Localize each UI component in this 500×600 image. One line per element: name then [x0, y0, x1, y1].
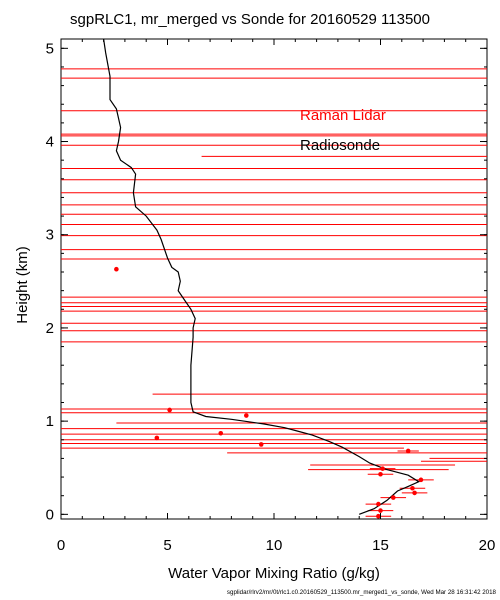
lidar-point	[412, 490, 417, 496]
lidar-point	[114, 266, 119, 272]
y-tick-label: 2	[46, 320, 54, 337]
lidar-point	[390, 495, 396, 500]
x-axis-label: Water Vapor Mixing Ratio (g/kg)	[168, 565, 380, 582]
lidar-point	[378, 508, 383, 513]
y-tick-label: 1	[46, 413, 54, 430]
y-axis-ticks: 0 1 2 3 4 5	[46, 40, 487, 523]
legend-sonde: Radiosonde	[300, 137, 380, 154]
x-tick-label: 0	[57, 537, 65, 554]
lidar-point	[380, 466, 385, 471]
lidar-point	[376, 513, 381, 519]
x-tick-label: 10	[266, 537, 283, 554]
lidar-point	[154, 435, 160, 441]
x-tick-label: 5	[163, 537, 171, 554]
lidar-point	[218, 430, 224, 436]
footer-note: sgplidar/rlrv2/mr/0t/rlc1.c0.20160529_11…	[227, 589, 497, 596]
chart-title: sgpRLC1, mr_merged vs Sonde for 20160529…	[70, 11, 430, 28]
lidar-point	[405, 448, 411, 454]
lidar-point	[258, 442, 264, 447]
y-tick-label: 5	[46, 40, 54, 57]
y-tick-label: 4	[46, 134, 54, 151]
lidar-point	[167, 407, 172, 413]
legend-lidar: Raman Lidar	[300, 107, 386, 124]
y-axis-label: Height (km)	[14, 246, 31, 324]
lidar-point	[410, 485, 415, 491]
x-axis-ticks: 0 5 10 15 20	[57, 39, 496, 554]
lidar-point	[418, 477, 424, 483]
x-tick-label: 20	[479, 537, 496, 554]
lidar-point	[244, 413, 249, 418]
sonde-profile-line	[103, 38, 421, 515]
y-tick-label: 0	[46, 506, 54, 523]
x-tick-label: 15	[372, 537, 389, 554]
lidar-range-lines	[61, 68, 487, 471]
y-tick-label: 3	[46, 227, 54, 244]
lidar-point	[378, 471, 383, 477]
lidar-point	[376, 501, 381, 507]
lidar-points	[114, 266, 424, 519]
